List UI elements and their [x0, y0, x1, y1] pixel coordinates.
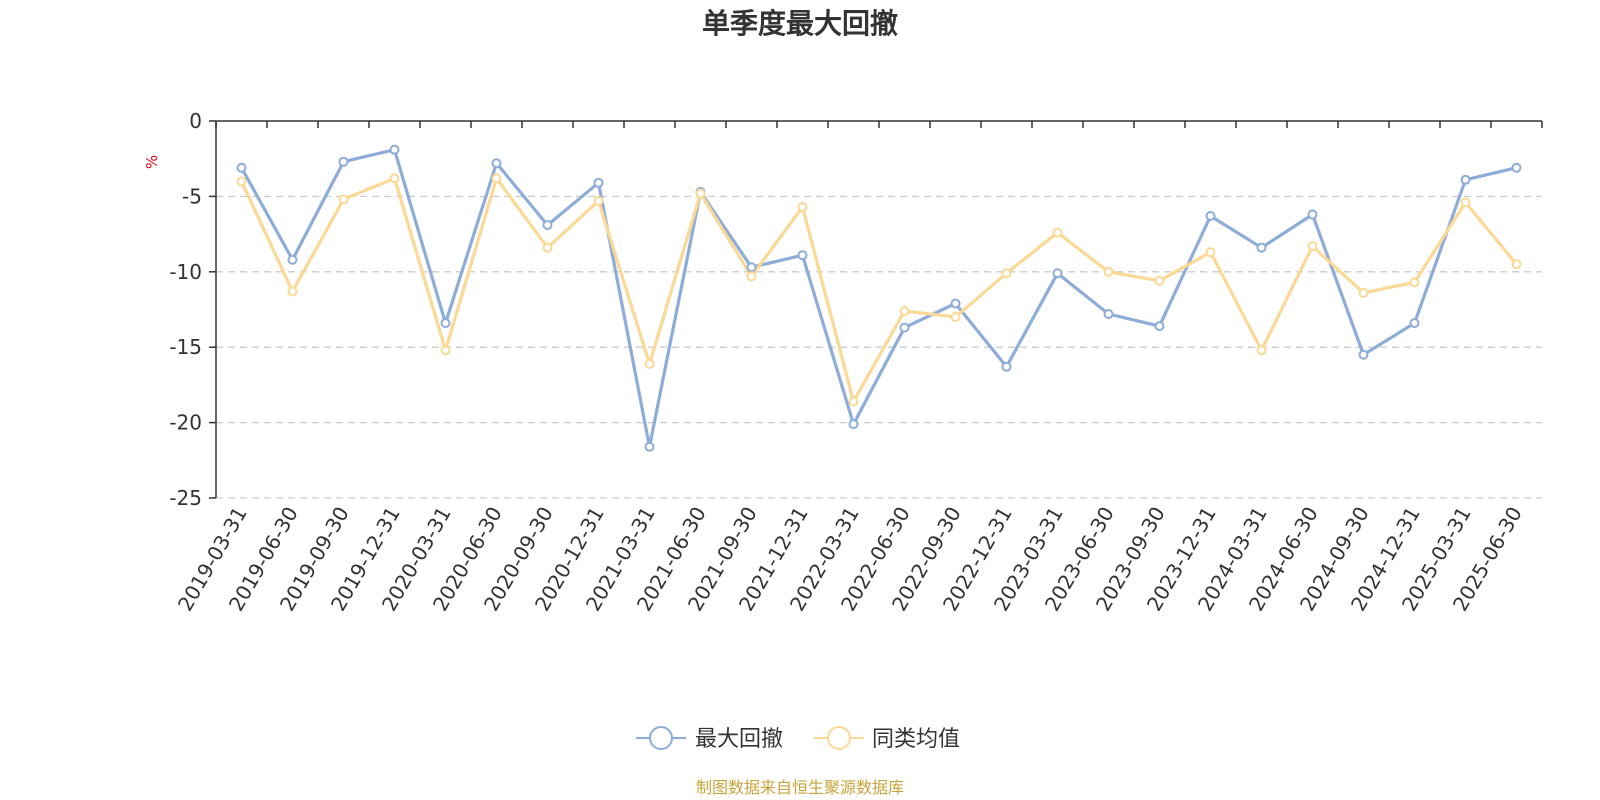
- y-tick-label: -15: [169, 335, 202, 359]
- y-tick-label: -5: [182, 184, 202, 208]
- data-point: [950, 298, 961, 309]
- data-point: [746, 271, 757, 282]
- data-point: [1460, 174, 1471, 185]
- data-source-note: 制图数据来自恒生聚源数据库: [696, 778, 904, 797]
- data-point: [1409, 318, 1420, 329]
- data-point: [1001, 268, 1012, 279]
- data-point: [1154, 275, 1165, 286]
- data-point: [1358, 287, 1369, 298]
- legend: 最大回撤 同类均值: [636, 726, 960, 752]
- data-point: [1511, 162, 1522, 173]
- data-point: [797, 250, 808, 261]
- data-point: [899, 306, 910, 317]
- grid-lines: [216, 195, 1542, 499]
- data-point: [695, 188, 706, 199]
- data-point: [491, 173, 502, 184]
- chart-title: 单季度最大回撤: [702, 7, 898, 40]
- data-point: [287, 254, 298, 265]
- data-point: [644, 358, 655, 369]
- data-point: [389, 173, 400, 184]
- y-tick-label: -25: [169, 486, 202, 510]
- data-point: [287, 286, 298, 297]
- data-point: [593, 177, 604, 188]
- series-line-1: [239, 148, 1519, 449]
- data-point: [1307, 241, 1318, 252]
- data-point: [746, 262, 757, 273]
- y-axis-unit: %: [143, 155, 161, 169]
- data-point: [338, 194, 349, 205]
- data-point: [848, 396, 859, 407]
- data-point: [542, 220, 553, 231]
- data-point: [236, 176, 247, 187]
- data-point: [236, 162, 247, 173]
- y-tick-label: -20: [169, 411, 202, 435]
- data-point: [1358, 349, 1369, 360]
- y-tick-label: 0: [189, 109, 202, 133]
- data-point: [797, 201, 808, 212]
- data-point: [1511, 259, 1522, 270]
- data-point: [899, 322, 910, 333]
- data-point: [1460, 197, 1471, 208]
- data-point: [644, 441, 655, 452]
- data-point: [1052, 227, 1063, 238]
- data-point: [848, 419, 859, 430]
- data-point: [542, 242, 553, 253]
- data-point: [491, 158, 502, 169]
- y-tick-label: -10: [169, 260, 202, 284]
- data-point: [1256, 242, 1267, 253]
- data-point: [1154, 321, 1165, 332]
- data-point: [593, 195, 604, 206]
- data-point: [1052, 268, 1063, 279]
- data-point: [1103, 309, 1114, 320]
- legend-label: 同类均值: [872, 727, 960, 752]
- series-lines: [236, 144, 1522, 452]
- data-point: [1205, 211, 1216, 222]
- series-line-2: [239, 176, 1519, 404]
- legend-marker: [649, 726, 673, 750]
- data-point: [950, 312, 961, 323]
- data-point: [1256, 345, 1267, 356]
- data-point: [440, 318, 451, 329]
- data-point: [1307, 209, 1318, 220]
- data-point: [1001, 361, 1012, 372]
- data-point: [389, 144, 400, 155]
- legend-marker: [827, 726, 851, 750]
- data-point: [1205, 247, 1216, 258]
- data-point: [1103, 266, 1114, 277]
- data-point: [338, 156, 349, 167]
- data-point: [1409, 277, 1420, 288]
- legend-label: 最大回撤: [695, 727, 783, 752]
- data-point: [440, 345, 451, 356]
